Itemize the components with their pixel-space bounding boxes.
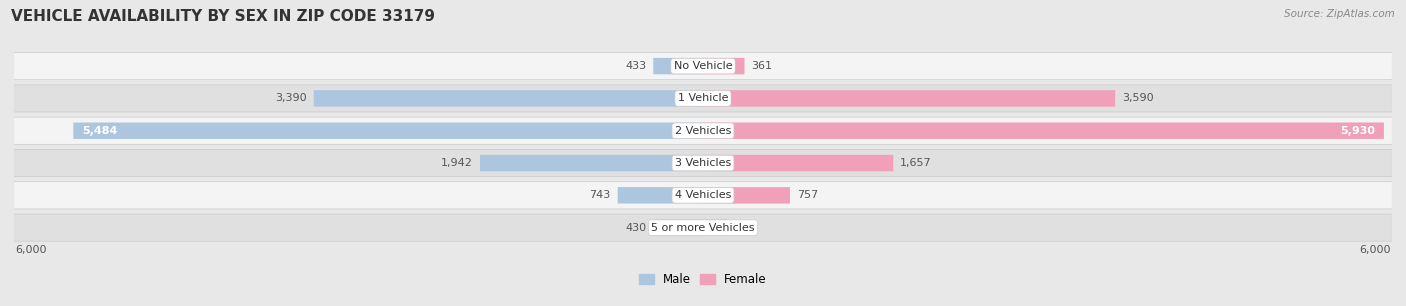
FancyBboxPatch shape xyxy=(703,58,744,74)
FancyBboxPatch shape xyxy=(14,52,1392,80)
FancyBboxPatch shape xyxy=(479,155,703,171)
Text: 1,657: 1,657 xyxy=(900,158,932,168)
Text: 5,930: 5,930 xyxy=(1340,126,1375,136)
FancyBboxPatch shape xyxy=(14,84,1392,112)
Text: 4 Vehicles: 4 Vehicles xyxy=(675,190,731,200)
FancyBboxPatch shape xyxy=(703,122,1384,139)
Text: 361: 361 xyxy=(751,61,772,71)
FancyBboxPatch shape xyxy=(14,215,1392,241)
FancyBboxPatch shape xyxy=(14,149,1392,177)
Text: 6,000: 6,000 xyxy=(1360,244,1391,255)
FancyBboxPatch shape xyxy=(14,150,1392,176)
FancyBboxPatch shape xyxy=(14,214,1392,241)
FancyBboxPatch shape xyxy=(314,90,703,106)
Text: No Vehicle: No Vehicle xyxy=(673,61,733,71)
Text: 430: 430 xyxy=(626,223,647,233)
Text: Source: ZipAtlas.com: Source: ZipAtlas.com xyxy=(1284,9,1395,19)
FancyBboxPatch shape xyxy=(73,122,703,139)
FancyBboxPatch shape xyxy=(654,219,703,236)
FancyBboxPatch shape xyxy=(14,118,1392,144)
Text: 6,000: 6,000 xyxy=(15,244,46,255)
FancyBboxPatch shape xyxy=(703,187,790,203)
Text: 3,390: 3,390 xyxy=(276,93,307,103)
FancyBboxPatch shape xyxy=(14,85,1392,112)
Text: 5 or more Vehicles: 5 or more Vehicles xyxy=(651,223,755,233)
Text: 5,484: 5,484 xyxy=(83,126,118,136)
Text: 1,942: 1,942 xyxy=(441,158,474,168)
FancyBboxPatch shape xyxy=(14,53,1392,79)
FancyBboxPatch shape xyxy=(703,219,727,236)
Text: 743: 743 xyxy=(589,190,610,200)
Text: 3,590: 3,590 xyxy=(1122,93,1154,103)
Text: 757: 757 xyxy=(797,190,818,200)
Text: 211: 211 xyxy=(734,223,755,233)
Text: 1 Vehicle: 1 Vehicle xyxy=(678,93,728,103)
FancyBboxPatch shape xyxy=(14,182,1392,209)
Text: 433: 433 xyxy=(626,61,647,71)
FancyBboxPatch shape xyxy=(14,181,1392,209)
FancyBboxPatch shape xyxy=(654,58,703,74)
Text: 3 Vehicles: 3 Vehicles xyxy=(675,158,731,168)
FancyBboxPatch shape xyxy=(703,155,893,171)
FancyBboxPatch shape xyxy=(703,90,1115,106)
Legend: Male, Female: Male, Female xyxy=(634,268,772,291)
Text: 2 Vehicles: 2 Vehicles xyxy=(675,126,731,136)
Text: VEHICLE AVAILABILITY BY SEX IN ZIP CODE 33179: VEHICLE AVAILABILITY BY SEX IN ZIP CODE … xyxy=(11,9,436,24)
FancyBboxPatch shape xyxy=(14,117,1392,145)
FancyBboxPatch shape xyxy=(617,187,703,203)
